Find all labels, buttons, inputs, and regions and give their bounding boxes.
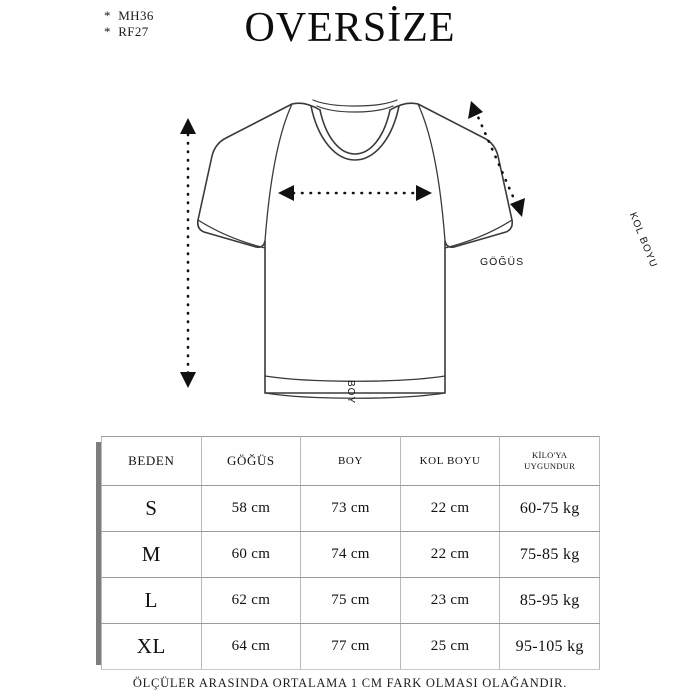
right-sleeve-cuff [444,219,513,249]
cell-kol-boyu: 23 cm [400,577,501,624]
column-header-kilo-line2: UYGUNDUR [524,461,576,471]
length-measure-arrow [180,118,196,388]
sleeve-dimension-label: KOL BOYU [626,211,660,270]
cell-beden: M [101,531,202,578]
column-header-boy: BOY [300,436,401,486]
collar-inner-rib [310,105,400,161]
product-code-1: * MH36 [104,8,154,23]
cell-kol-boyu: 22 cm [400,485,501,532]
column-header-kilo-line1: KİLO'YA [532,450,568,460]
column-header-kol-boyu: KOL BOYU [399,436,501,486]
cell-gogus: 58 cm [201,485,302,532]
cell-kilo: 75-85 kg [499,531,600,578]
cell-kilo: 95-105 kg [499,623,600,670]
size-table: BEDEN GÖĞÜS BOY KOL BOYU KİLO'YA UYGUNDU… [101,436,600,670]
column-header-beden: BEDEN [101,436,202,486]
cell-boy: 77 cm [300,623,401,670]
chest-dimension-label: GÖĞÜS [480,256,525,268]
bottom-hem-curve [264,392,446,399]
collar-back-line-2 [312,99,398,107]
cell-kilo: 85-95 kg [499,577,600,624]
table-row: S 58 cm 73 cm 22 cm 60-75 kg [101,485,600,532]
chest-measure-arrow [278,185,432,201]
cell-gogus: 64 cm [201,623,302,670]
cell-kol-boyu: 22 cm [400,531,501,578]
cell-beden: S [101,485,202,532]
product-code-2: * RF27 [104,24,149,39]
cell-boy: 73 cm [300,485,401,532]
cell-beden: L [101,577,202,624]
cell-kol-boyu: 25 cm [400,623,501,670]
length-dimension-label: BOY [345,380,356,405]
size-table-wrapper: BEDEN GÖĞÜS BOY KOL BOYU KİLO'YA UYGUNDU… [96,436,600,670]
bottom-hem-band [264,375,446,382]
column-header-gogus: GÖĞÜS [200,436,302,486]
table-header-row: BEDEN GÖĞÜS BOY KOL BOYU KİLO'YA UYGUNDU… [101,436,600,486]
table-row: L 62 cm 75 cm 23 cm 85-95 kg [101,577,600,624]
column-header-kilo-uygundur: KİLO'YA UYGUNDUR [499,436,600,486]
cell-kilo: 60-75 kg [499,485,600,532]
cell-gogus: 60 cm [201,531,302,578]
right-armhole-seam [417,103,446,242]
tshirt-diagram: GÖĞÜS BOY KOL BOYU [160,80,659,420]
left-sleeve-cuff [197,219,266,249]
collar-back-line-1 [316,105,394,113]
cell-boy: 75 cm [300,577,401,624]
left-armhole-seam [264,103,293,242]
sleeve-measure-arrow [468,101,525,217]
table-row: M 60 cm 74 cm 22 cm 75-85 kg [101,531,600,578]
collar-outer [319,109,391,155]
footer-note: ÖLÇÜLER ARASINDA ORTALAMA 1 CM FARK OLMA… [132,676,568,690]
table-left-accent-bar [96,442,101,665]
product-codes: * MH36 * RF27 [104,8,154,40]
table-row: XL 64 cm 77 cm 25 cm 95-105 kg [101,623,600,670]
tshirt-drawing-svg [180,99,525,399]
cell-beden: XL [101,623,202,670]
page-title: OVERSİZE [244,5,456,51]
cell-gogus: 62 cm [201,577,302,624]
cell-boy: 74 cm [300,531,401,578]
tshirt-body-outline [196,102,514,394]
